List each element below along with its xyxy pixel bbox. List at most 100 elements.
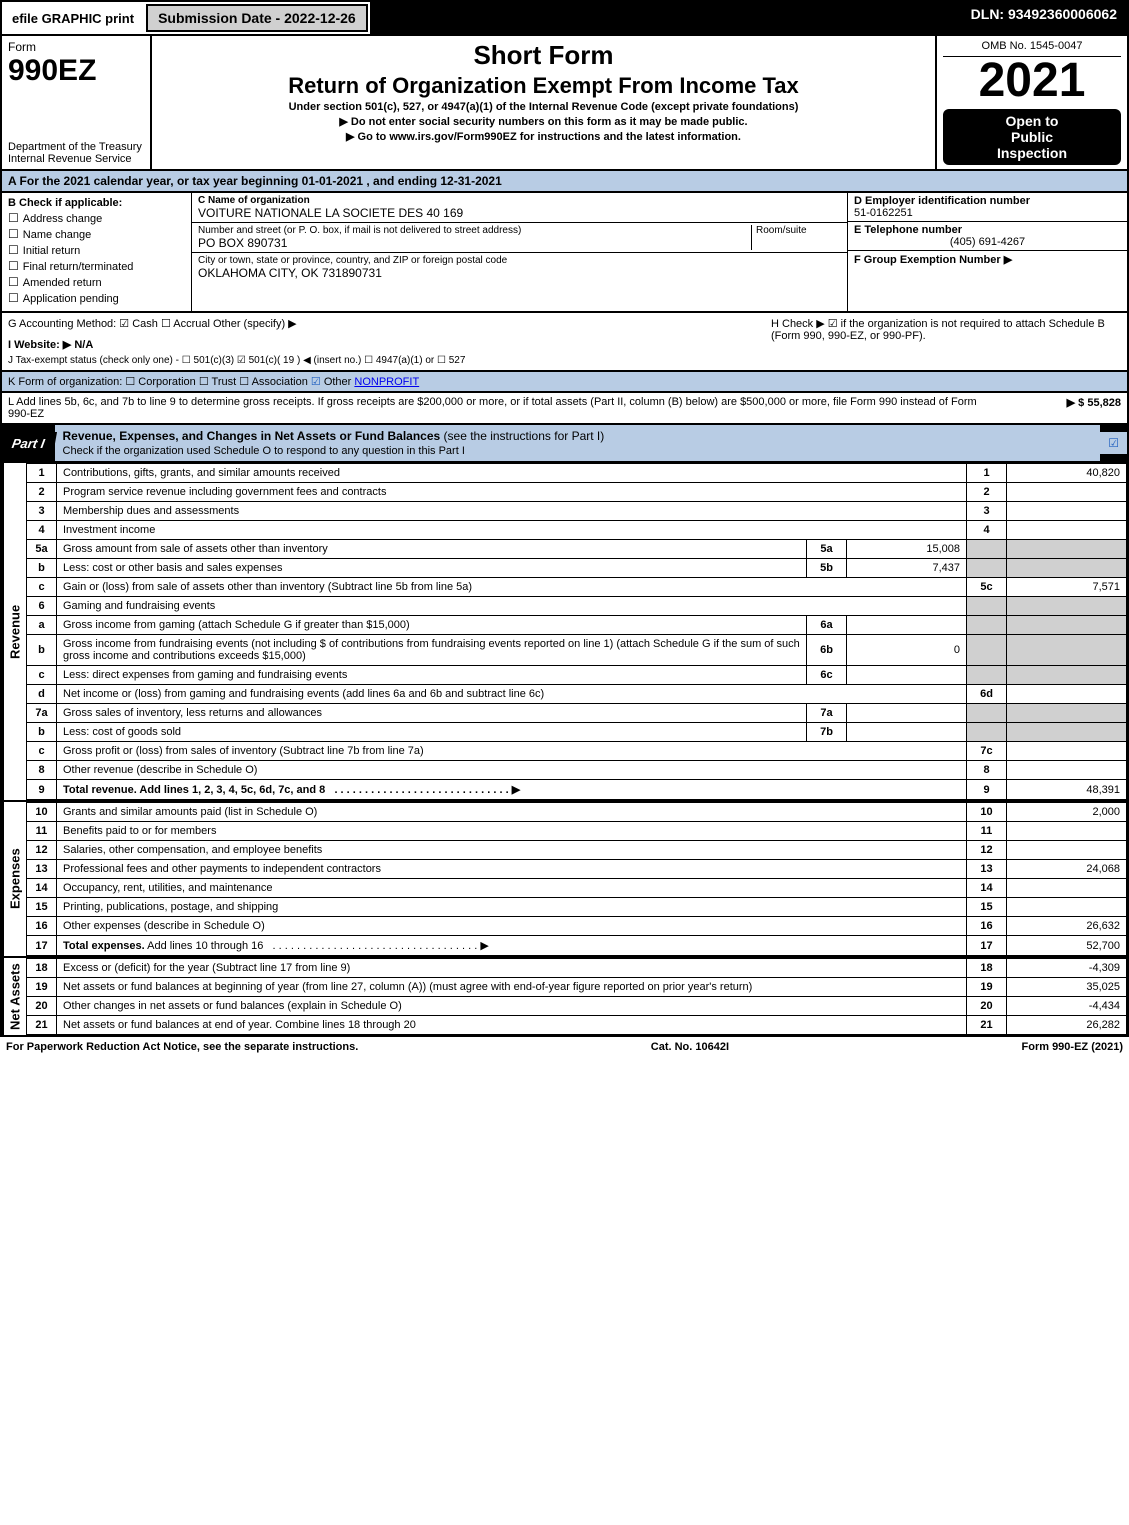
line-18-ln: 18 [967,959,1007,978]
form-header: Form 990EZ Department of the Treasury In… [0,36,1129,171]
line-6c-text: Less: direct expenses from gaming and fu… [57,666,807,685]
form-number: 990EZ [8,54,144,88]
line-4-ln: 4 [967,521,1007,540]
line-20: 20 Other changes in net assets or fund b… [27,997,1127,1016]
line-14-text: Occupancy, rent, utilities, and maintena… [57,879,967,898]
line-11-amt [1007,822,1127,841]
section-l: L Add lines 5b, 6c, and 7b to line 9 to … [0,393,1129,425]
line-6d-num: d [27,685,57,704]
line-15-text: Printing, publications, postage, and shi… [57,898,967,917]
line-19: 19 Net assets or fund balances at beginn… [27,978,1127,997]
open-line-3: Inspection [947,145,1117,161]
line-17: 17 Total expenses. Add lines 10 through … [27,936,1127,956]
footer-center: Cat. No. 10642I [651,1041,729,1053]
checkbox-final-return[interactable]: Final return/terminated [8,259,185,273]
line-11-ln: 11 [967,822,1007,841]
checkbox-address-change[interactable]: Address change [8,211,185,225]
phone-value: (405) 691-4267 [854,236,1121,248]
line-3-ln: 3 [967,502,1007,521]
line-19-num: 19 [27,978,57,997]
line-19-text: Net assets or fund balances at beginning… [57,978,967,997]
phone-label: E Telephone number [854,224,1121,236]
line-13-text: Professional fees and other payments to … [57,860,967,879]
ein-label: D Employer identification number [854,195,1121,207]
city-value: OKLAHOMA CITY, OK 731890731 [198,266,841,280]
line-9-text: Total revenue. Add lines 1, 2, 3, 4, 5c,… [57,780,967,800]
line-10-text: Grants and similar amounts paid (list in… [57,803,967,822]
line-6-amt-shade [1007,597,1127,616]
section-g: G Accounting Method: ☑ Cash ☐ Accrual Ot… [8,317,761,330]
revenue-side-label: Revenue [2,463,26,800]
line-8-ln: 8 [967,761,1007,780]
netassets-side-label: Net Assets [2,958,26,1035]
line-12-num: 12 [27,841,57,860]
line-15-num: 15 [27,898,57,917]
section-l-text: L Add lines 5b, 6c, and 7b to line 9 to … [8,396,1001,420]
line-7a-ln-shade [967,704,1007,723]
checkbox-amended-return[interactable]: Amended return [8,275,185,289]
line-5b-amt-shade [1007,559,1127,578]
line-8-num: 8 [27,761,57,780]
line-7b-il: 7b [807,723,847,742]
line-5b: b Less: cost or other basis and sales ex… [27,559,1127,578]
section-b: B Check if applicable: Address change Na… [2,193,192,311]
line-8: 8 Other revenue (describe in Schedule O)… [27,761,1127,780]
nonprofit-link[interactable]: NONPROFIT [354,376,419,388]
line-1-ln: 1 [967,464,1007,483]
checkbox-name-change[interactable]: Name change [8,227,185,241]
line-16: 16 Other expenses (describe in Schedule … [27,917,1127,936]
line-13: 13 Professional fees and other payments … [27,860,1127,879]
line-7b-amt-shade [1007,723,1127,742]
line-7a-text: Gross sales of inventory, less returns a… [57,704,807,723]
line-18: 18 Excess or (deficit) for the year (Sub… [27,959,1127,978]
header-center: Short Form Return of Organization Exempt… [152,36,937,169]
line-6a-ln-shade [967,616,1007,635]
line-2-ln: 2 [967,483,1007,502]
line-13-num: 13 [27,860,57,879]
line-6b-text: Gross income from fundraising events (no… [57,635,807,666]
line-5c-text: Gain or (loss) from sale of assets other… [57,578,967,597]
line-8-amt [1007,761,1127,780]
line-3-amt [1007,502,1127,521]
group-exemption-label: F Group Exemption Number ▶ [854,253,1121,266]
line-5c-num: c [27,578,57,597]
checkbox-application-pending[interactable]: Application pending [8,291,185,305]
return-title: Return of Organization Exempt From Incom… [158,73,929,99]
line-6a-num: a [27,616,57,635]
line-6d-ln: 6d [967,685,1007,704]
line-16-num: 16 [27,917,57,936]
line-5b-ia: 7,437 [847,559,967,578]
expenses-table: 10 Grants and similar amounts paid (list… [26,802,1127,956]
line-15-amt [1007,898,1127,917]
line-6b-ln-shade [967,635,1007,666]
line-9-ln: 9 [967,780,1007,800]
line-6c-num: c [27,666,57,685]
expenses-side-label: Expenses [2,802,26,956]
line-7b-text: Less: cost of goods sold [57,723,807,742]
line-6-text: Gaming and fundraising events [57,597,967,616]
line-16-text: Other expenses (describe in Schedule O) [57,917,967,936]
line-6d: d Net income or (loss) from gaming and f… [27,685,1127,704]
part-1-check-icon: ☑ [1100,432,1127,454]
part-1-title-bold: Revenue, Expenses, and Changes in Net As… [63,429,441,443]
line-2-amt [1007,483,1127,502]
line-15: 15 Printing, publications, postage, and … [27,898,1127,917]
line-1-num: 1 [27,464,57,483]
line-3-num: 3 [27,502,57,521]
checkbox-initial-return[interactable]: Initial return [8,243,185,257]
line-10-ln: 10 [967,803,1007,822]
line-4-amt [1007,521,1127,540]
efile-print-label[interactable]: efile GRAPHIC print [2,7,144,30]
line-6b: b Gross income from fundraising events (… [27,635,1127,666]
info-right: D Employer identification number 51-0162… [847,193,1127,311]
line-21-text: Net assets or fund balances at end of ye… [57,1016,967,1035]
line-12-ln: 12 [967,841,1007,860]
line-2: 2 Program service revenue including gove… [27,483,1127,502]
line-7b: b Less: cost of goods sold 7b [27,723,1127,742]
line-9-amt: 48,391 [1007,780,1127,800]
line-7b-num: b [27,723,57,742]
section-g-h: G Accounting Method: ☑ Cash ☐ Accrual Ot… [0,313,1129,372]
line-5a-text: Gross amount from sale of assets other t… [57,540,807,559]
street-value: PO BOX 890731 [198,236,751,250]
dln: DLN: 93492360006062 [961,2,1127,34]
